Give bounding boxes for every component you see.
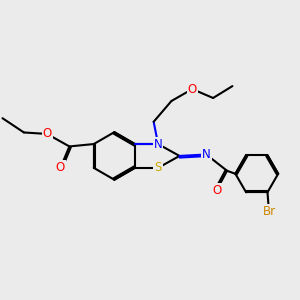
Text: S: S (154, 161, 162, 174)
Text: O: O (56, 161, 65, 174)
Text: Br: Br (262, 205, 275, 218)
Text: N: N (202, 148, 211, 161)
Text: N: N (154, 138, 163, 151)
Text: O: O (188, 82, 197, 96)
Text: O: O (212, 184, 221, 196)
Text: O: O (43, 128, 52, 140)
